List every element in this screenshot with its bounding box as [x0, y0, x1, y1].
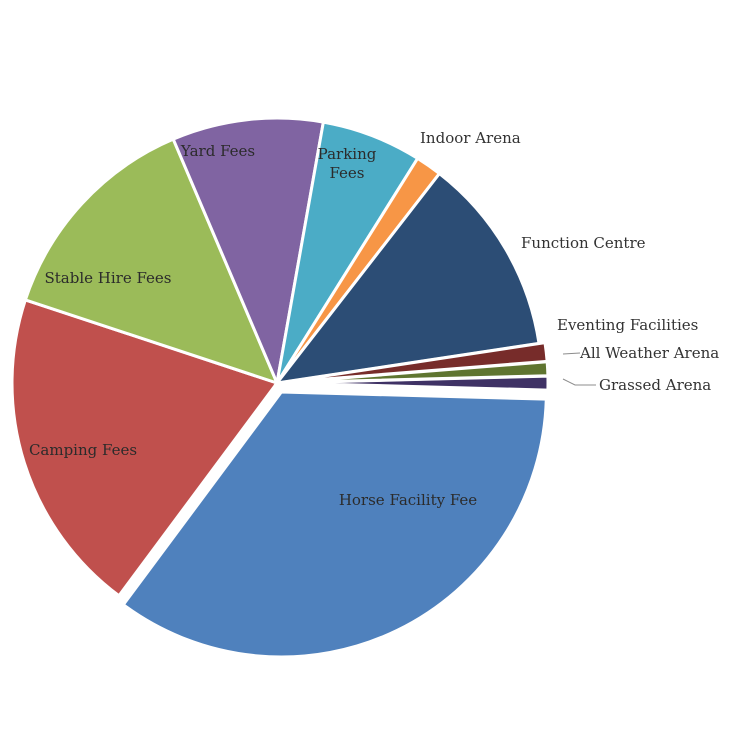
- pie-slice-camping-fees: [10, 298, 280, 598]
- slice-label-grassed-arena: Grassed Arena: [599, 376, 711, 394]
- slice-label-all-weather-arena: All Weather Arena: [579, 344, 719, 362]
- leader-lines: [562, 352, 596, 386]
- slice-label-function-centre: Function Centre: [521, 234, 646, 252]
- pie-slice-stable-hire-fees: [23, 137, 280, 386]
- slice-label-yard-fees: Yard Fees: [180, 142, 255, 160]
- slice-label-camping-fees: Camping Fees: [29, 441, 137, 459]
- leader-line-grassed-arena: [562, 378, 596, 386]
- pie-slice-all-weather-arena: [282, 360, 550, 385]
- pie-slice-function-centre: [273, 171, 541, 386]
- pie-slice-horse-facility-fee: [121, 390, 548, 659]
- slice-label-eventing-facilities: Eventing Facilities: [557, 316, 698, 334]
- slice-label-stable-hire-fees: Stable Hire Fees: [44, 269, 171, 287]
- slice-label-horse-facility-fee: Horse Facility Fee: [339, 491, 477, 509]
- slice-label-parking-fees: Parking Fees: [318, 145, 377, 182]
- leader-line-all-weather-arena: [562, 352, 581, 355]
- slice-labels: Grassed Arena Horse Facility Fee Camping F…: [29, 129, 719, 509]
- pie-slices: [10, 116, 550, 659]
- pie-slice-yard-fees: [171, 116, 326, 389]
- slice-label-indoor-arena: Indoor Arena: [420, 129, 521, 147]
